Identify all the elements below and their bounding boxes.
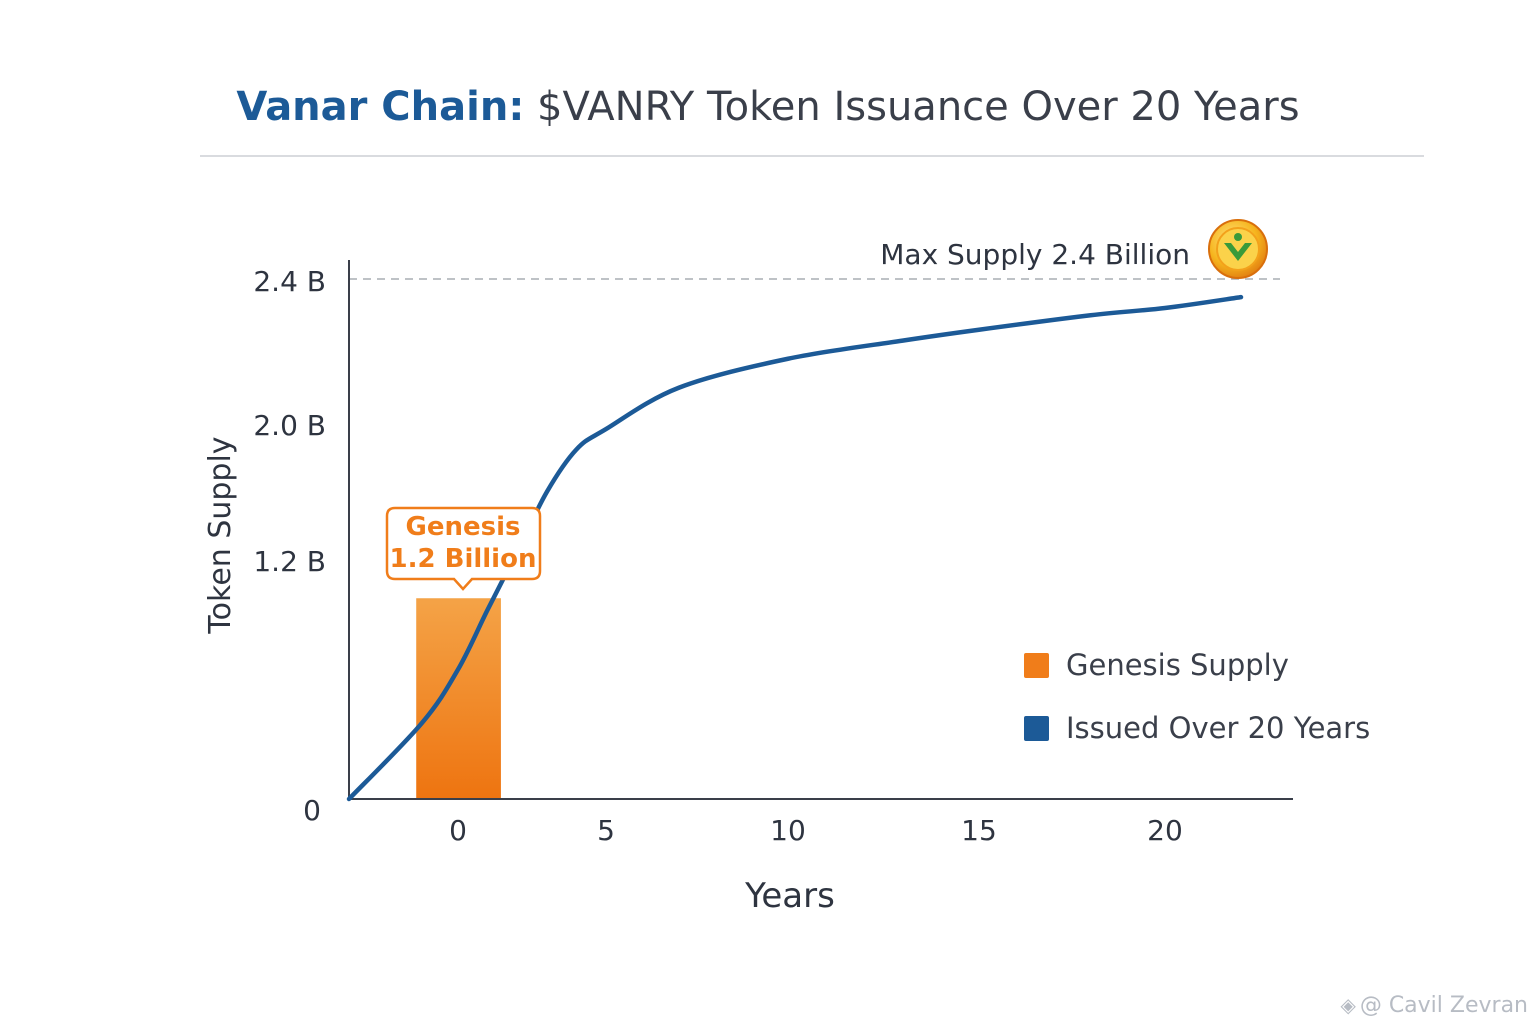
y-tick-label: 1.2 B bbox=[253, 545, 326, 578]
y-tick-label: 0 bbox=[303, 794, 321, 827]
title-brand: Vanar Chain: bbox=[236, 84, 525, 130]
x-tick-label: 15 bbox=[961, 814, 997, 847]
legend-label: Genesis Supply bbox=[1066, 648, 1289, 682]
chart-title: Vanar Chain: $VANRY Token Issuance Over … bbox=[0, 84, 1536, 130]
genesis-label-line1: Genesis bbox=[406, 512, 521, 542]
title-divider bbox=[200, 155, 1424, 157]
legend-swatch-issued bbox=[1024, 715, 1049, 741]
y-tick-label: 2.4 B bbox=[253, 265, 326, 298]
x-axis-title: Years bbox=[744, 876, 835, 916]
legend-item-genesis: Genesis Supply bbox=[1024, 646, 1370, 684]
legend-label: Issued Over 20 Years bbox=[1066, 711, 1371, 745]
x-tick-label: 5 bbox=[597, 814, 615, 847]
legend-item-issued: Issued Over 20 Years bbox=[1024, 709, 1370, 747]
title-rest: $VANRY Token Issuance Over 20 Years bbox=[537, 84, 1300, 130]
genesis-callout: Genesis 1.2 Billion bbox=[385, 506, 542, 591]
vanar-coin-icon bbox=[1208, 219, 1268, 279]
watermark: ◈ @ Cavil Zevran bbox=[1340, 993, 1528, 1018]
x-tick-label: 0 bbox=[449, 814, 467, 847]
max-supply-label: Max Supply 2.4 Billion bbox=[880, 238, 1190, 271]
legend: Genesis Supply Issued Over 20 Years bbox=[1024, 646, 1370, 772]
legend-swatch-genesis bbox=[1024, 652, 1049, 678]
binance-square-icon: ◈ bbox=[1340, 993, 1356, 1017]
x-tick-label: 10 bbox=[770, 814, 806, 847]
watermark-text: @ Cavil Zevran bbox=[1359, 993, 1528, 1018]
series-line-issued bbox=[346, 294, 1244, 802]
genesis-label-line2: 1.2 Billion bbox=[390, 544, 537, 574]
genesis-bar bbox=[416, 598, 501, 799]
y-axis-title: Token Supply bbox=[203, 436, 238, 634]
y-tick-label: 2.0 B bbox=[253, 409, 326, 442]
x-tick-label: 20 bbox=[1147, 814, 1183, 847]
